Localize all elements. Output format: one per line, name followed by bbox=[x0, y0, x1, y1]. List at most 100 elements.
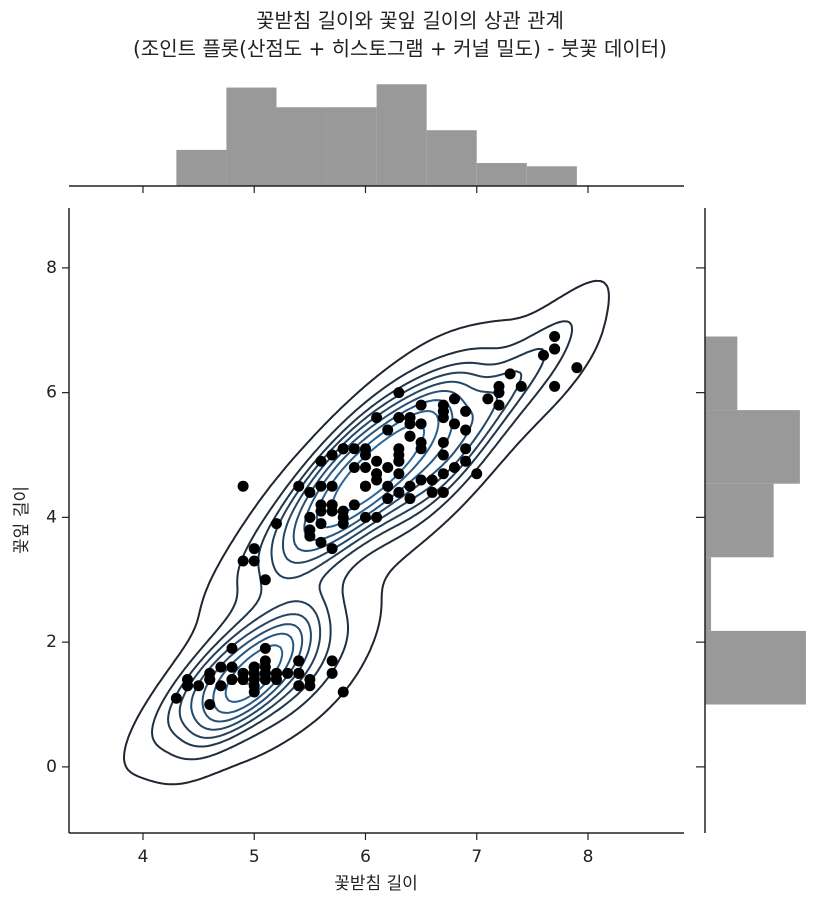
scatter-point bbox=[259, 574, 271, 586]
scatter-point bbox=[348, 443, 360, 455]
scatter-point bbox=[437, 486, 449, 498]
scatter-point bbox=[248, 543, 260, 555]
histogram-bar bbox=[705, 630, 806, 705]
y-tick-label: 4 bbox=[46, 507, 57, 527]
x-tick-label: 4 bbox=[138, 847, 149, 867]
y-tick-label: 2 bbox=[46, 632, 57, 652]
scatter-point bbox=[426, 486, 438, 498]
scatter-point bbox=[382, 424, 394, 436]
scatter-point bbox=[226, 642, 238, 654]
scatter-point bbox=[393, 486, 405, 498]
histogram-bar bbox=[376, 84, 427, 186]
scatter-point bbox=[571, 362, 583, 374]
scatter-point bbox=[415, 474, 427, 486]
y-tick-label: 8 bbox=[46, 258, 57, 278]
scatter-point bbox=[337, 443, 349, 455]
scatter-point bbox=[460, 443, 472, 455]
scatter-point bbox=[326, 655, 338, 667]
histogram-bar bbox=[276, 107, 327, 186]
scatter-point bbox=[181, 680, 193, 692]
scatter-point bbox=[493, 399, 505, 411]
x-tick-label: 5 bbox=[249, 847, 260, 867]
kde-contour bbox=[151, 320, 574, 761]
y-tick-label: 6 bbox=[46, 383, 57, 403]
scatter-point bbox=[460, 405, 472, 417]
scatter-point bbox=[393, 387, 405, 399]
chart-subtitle: (조인트 플롯(산점도 + 히스토그램 + 커널 밀도) - 붓꽃 데이터) bbox=[133, 37, 667, 61]
scatter-point bbox=[460, 455, 472, 467]
scatter-point bbox=[393, 449, 405, 461]
scatter-point bbox=[359, 449, 371, 461]
scatter-point bbox=[359, 461, 371, 473]
scatter-point bbox=[460, 424, 472, 436]
x-axis-label: 꽃받침 길이 bbox=[334, 874, 418, 894]
scatter-point bbox=[493, 387, 505, 399]
scatter-point bbox=[193, 680, 205, 692]
kde-contour bbox=[167, 347, 546, 748]
scatter-point bbox=[304, 680, 316, 692]
kde-contour bbox=[123, 279, 610, 786]
scatter-point bbox=[348, 499, 360, 511]
scatter-point bbox=[259, 661, 271, 673]
scatter-point bbox=[415, 399, 427, 411]
histogram-bar bbox=[705, 410, 800, 484]
histogram-bar bbox=[476, 163, 527, 186]
kde-layer bbox=[123, 279, 610, 786]
x-tick-label: 8 bbox=[583, 847, 594, 867]
scatter-point bbox=[393, 468, 405, 480]
scatter-point bbox=[282, 667, 294, 679]
scatter-point bbox=[259, 642, 271, 654]
scatter-point bbox=[337, 686, 349, 698]
histogram-bar bbox=[705, 336, 738, 411]
histogram-bar bbox=[426, 130, 477, 186]
scatter-point bbox=[237, 480, 249, 492]
scatter-point bbox=[371, 412, 383, 424]
scatter-point bbox=[437, 468, 449, 480]
scatter-point bbox=[315, 480, 327, 492]
scatter-point bbox=[304, 511, 316, 523]
scatter-point bbox=[270, 518, 282, 530]
scatter-point bbox=[415, 437, 427, 449]
x-tick-label: 6 bbox=[360, 847, 371, 867]
scatter-point bbox=[337, 511, 349, 523]
y-axis-label: 꽃잎 길이 bbox=[12, 486, 32, 554]
scatter-point bbox=[359, 480, 371, 492]
scatter-point bbox=[215, 680, 227, 692]
scatter-point bbox=[315, 536, 327, 548]
scatter-point bbox=[326, 480, 338, 492]
kde-contour bbox=[178, 370, 523, 739]
scatter-point bbox=[448, 418, 460, 430]
scatter-point bbox=[348, 461, 360, 473]
scatter-point bbox=[448, 393, 460, 405]
scatter-point bbox=[471, 468, 483, 480]
scatter-point bbox=[371, 474, 383, 486]
scatter-point bbox=[426, 474, 438, 486]
scatter-point bbox=[448, 461, 460, 473]
scatter-point bbox=[359, 511, 371, 523]
scatter-point bbox=[382, 493, 394, 505]
histogram-bar bbox=[326, 107, 377, 186]
scatter-point bbox=[549, 343, 561, 355]
scatter-point bbox=[549, 380, 561, 392]
y-tick-label: 0 bbox=[46, 757, 57, 777]
scatter-point bbox=[293, 480, 305, 492]
histogram-bar bbox=[176, 149, 227, 186]
scatter-point bbox=[371, 511, 383, 523]
scatter-point bbox=[237, 674, 249, 686]
scatter-point bbox=[437, 437, 449, 449]
histogram-bar bbox=[705, 483, 774, 558]
scatter-point bbox=[204, 674, 216, 686]
scatter-point bbox=[315, 499, 327, 511]
chart-title: 꽃받침 길이와 꽃잎 길이의 상관 관계 bbox=[256, 9, 564, 33]
x-tick-label: 7 bbox=[471, 847, 482, 867]
histogram-bar bbox=[526, 166, 577, 186]
scatter-point bbox=[248, 661, 260, 673]
scatter-point bbox=[304, 530, 316, 542]
scatter-point bbox=[248, 555, 260, 567]
scatter-point bbox=[304, 486, 316, 498]
scatter-point bbox=[382, 461, 394, 473]
scatter-point bbox=[326, 505, 338, 517]
scatter-point bbox=[248, 674, 260, 686]
scatter-point bbox=[293, 667, 305, 679]
